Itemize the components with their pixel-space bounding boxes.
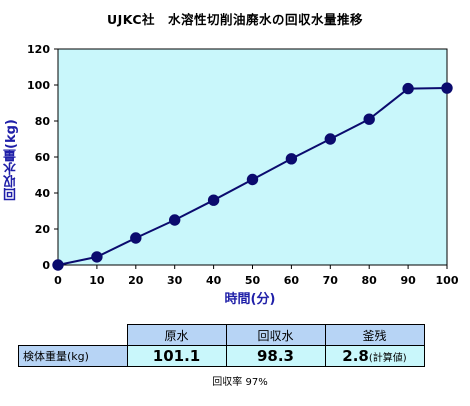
value-residue: 2.8(計算値) [324, 345, 425, 367]
data-point [363, 113, 375, 125]
data-table: 原水 回収水 釜残 検体重量(kg) 101.1 98.3 2.8(計算値) [18, 324, 425, 367]
table-row-label: 検体重量(kg) [18, 345, 128, 367]
y-tick-label: 80 [35, 115, 51, 128]
table-header-row: 原水 回収水 釜残 [19, 324, 425, 346]
x-tick-label: 90 [400, 274, 416, 287]
table-header-residue: 釜残 [324, 324, 425, 346]
x-tick-label: 100 [436, 274, 459, 287]
x-tick-label: 10 [89, 274, 105, 287]
data-point [169, 214, 181, 226]
y-axis-label: 回収水量(kg) [4, 119, 19, 201]
data-point [285, 153, 298, 165]
data-point [246, 173, 259, 186]
x-tick-label: 60 [284, 274, 300, 287]
data-point [324, 133, 336, 145]
table-row: 検体重量(kg) 101.1 98.3 2.8(計算値) [18, 345, 425, 367]
data-point [207, 194, 220, 206]
value-raw: 101.1 [126, 345, 227, 367]
y-tick-label: 40 [35, 187, 51, 200]
table-corner [19, 325, 128, 346]
x-tick-label: 50 [245, 274, 261, 287]
value-residue-number: 2.8 [342, 347, 369, 365]
data-point [52, 259, 64, 271]
y-tick-label: 120 [27, 43, 50, 56]
x-tick-label: 30 [167, 274, 183, 287]
y-tick-label: 20 [35, 223, 51, 236]
recovery-rate: 回収率 97% [212, 377, 268, 388]
y-tick-label: 60 [35, 151, 51, 164]
value-recovered: 98.3 [225, 345, 326, 367]
table-header-recovered: 回収水 [225, 324, 326, 346]
x-tick-label: 70 [323, 274, 339, 287]
table-header-raw: 原水 [126, 324, 227, 346]
x-tick-label: 20 [128, 274, 144, 287]
x-axis-label: 時間(分) [224, 292, 276, 307]
data-point [91, 251, 103, 263]
x-tick-label: 80 [362, 274, 378, 287]
data-point [441, 82, 453, 94]
y-tick-label: 0 [42, 259, 50, 272]
x-tick-label: 40 [206, 274, 222, 287]
data-point [130, 232, 142, 244]
x-tick-label: 0 [54, 274, 62, 287]
chart-title: UJKC社 水溶性切削油廃水の回収水量推移 [106, 12, 364, 27]
data-point [402, 82, 414, 95]
chart: 0 20 40 60 80 100 120 0 10 20 30 40 50 60 70 80 90 100 [27, 43, 459, 287]
y-tick-label: 100 [27, 79, 50, 92]
plot-area [57, 48, 448, 266]
value-residue-note: (計算値) [368, 353, 407, 364]
